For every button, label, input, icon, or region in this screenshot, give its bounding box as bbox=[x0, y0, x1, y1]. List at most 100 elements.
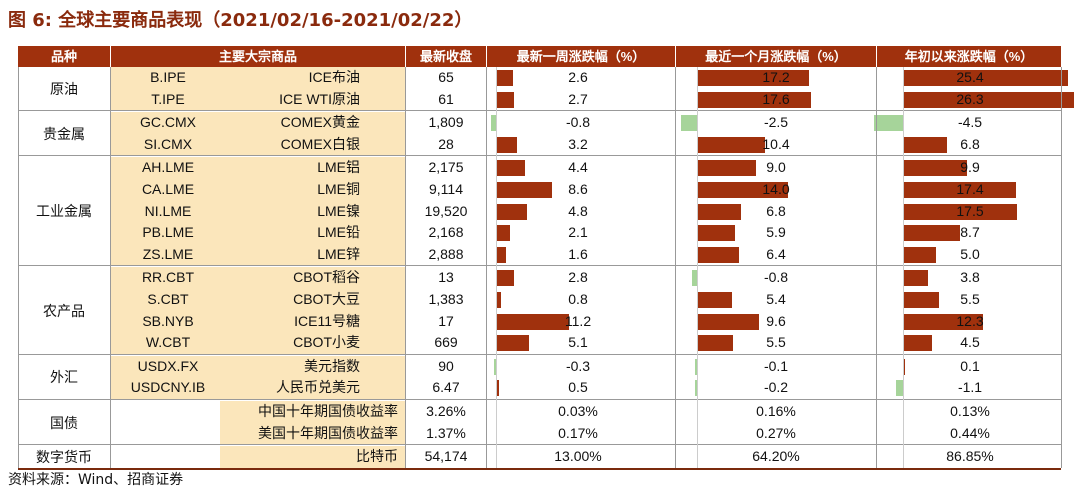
month-bar bbox=[697, 225, 736, 242]
ytd-bar bbox=[903, 246, 936, 263]
month-bar bbox=[697, 292, 733, 308]
ytd-bar bbox=[903, 160, 968, 177]
week-change: 2.6 bbox=[568, 69, 588, 85]
ytd-bar bbox=[903, 91, 1074, 108]
column-divider bbox=[1061, 67, 1062, 468]
ytd-change: 17.5 bbox=[956, 202, 984, 219]
group-label: 原油 bbox=[18, 67, 110, 111]
group-separator bbox=[18, 155, 1061, 157]
figure-title: 图 6: 全球主要商品表现（2021/02/16-2021/02/22） bbox=[8, 10, 473, 31]
header-close: 最新收盘 bbox=[406, 46, 486, 67]
week-change: 8.6 bbox=[568, 181, 588, 197]
commodity-code: AH.LME bbox=[141, 159, 195, 176]
ytd-change: 0.1 bbox=[960, 357, 980, 374]
source-note: 资料来源：Wind、招商证券 bbox=[8, 472, 184, 488]
ytd-change: 86.85% bbox=[946, 448, 994, 465]
close-value: 1,809 bbox=[428, 114, 464, 131]
month-change: 6.4 bbox=[766, 245, 786, 262]
ytd-change: 26.3 bbox=[956, 90, 984, 107]
month-change: 0.16% bbox=[756, 403, 796, 419]
group-label: 数字货币 bbox=[18, 446, 110, 468]
month-change: 5.9 bbox=[766, 224, 786, 241]
week-change: 2.7 bbox=[568, 90, 588, 107]
close-value: 3.26% bbox=[426, 403, 466, 419]
close-value: 9,114 bbox=[429, 181, 463, 197]
commodity-code: T.IPE bbox=[151, 90, 185, 107]
month-bar bbox=[697, 313, 760, 330]
month-bar bbox=[697, 203, 742, 220]
month-change: 0.27% bbox=[756, 424, 796, 441]
close-value: 1.37% bbox=[426, 424, 466, 441]
column-divider bbox=[675, 67, 676, 468]
ytd-bar bbox=[903, 270, 928, 287]
ytd-bar bbox=[903, 292, 939, 308]
commodity-code: S.CBT bbox=[147, 291, 189, 307]
commodity-name: 人民币兑美元 bbox=[276, 379, 360, 396]
month-change: 17.6 bbox=[762, 90, 790, 107]
group-label: 外汇 bbox=[18, 355, 110, 399]
commodity-code: W.CBT bbox=[145, 334, 191, 351]
month-bar bbox=[697, 335, 733, 352]
month-change: -0.2 bbox=[763, 379, 789, 396]
close-value: 90 bbox=[438, 357, 454, 374]
month-change: -2.5 bbox=[763, 114, 789, 131]
ytd-bar bbox=[895, 380, 903, 397]
week-bar bbox=[496, 335, 530, 352]
ytd-change: 9.9 bbox=[960, 159, 980, 176]
ytd-change: 5.5 bbox=[960, 291, 980, 307]
week-change: -0.8 bbox=[565, 114, 591, 131]
month-bar bbox=[695, 380, 697, 397]
month-bar bbox=[695, 358, 697, 375]
group-name-bg bbox=[111, 157, 405, 266]
week-bar bbox=[496, 91, 514, 108]
commodity-name: ICE布油 bbox=[308, 69, 360, 85]
group-name-bg bbox=[220, 446, 405, 468]
group-separator bbox=[18, 444, 1061, 446]
commodity-name: ICE WTI原油 bbox=[279, 90, 360, 107]
week-change: 4.8 bbox=[568, 202, 588, 219]
commodity-name: LME锌 bbox=[317, 245, 360, 262]
ytd-change: 0.44% bbox=[950, 424, 990, 441]
ytd-bar bbox=[903, 358, 905, 375]
month-change: 64.20% bbox=[752, 448, 800, 465]
commodity-name: 比特币 bbox=[356, 448, 398, 465]
group-name-bg bbox=[111, 112, 405, 156]
week-change: 0.03% bbox=[558, 403, 598, 419]
commodity-code: PB.LME bbox=[142, 224, 194, 241]
header-month: 最近一个月涨跌幅（%） bbox=[676, 46, 876, 67]
ytd-change: 12.3 bbox=[956, 312, 984, 329]
group-name-bg bbox=[220, 401, 405, 445]
month-change: 6.8 bbox=[766, 202, 786, 219]
header-category: 品种 bbox=[18, 46, 110, 67]
group-label: 贵金属 bbox=[18, 112, 110, 156]
close-value: 2,168 bbox=[428, 224, 464, 241]
header-week: 最新一周涨跌幅（%） bbox=[487, 46, 675, 67]
ytd-change: -4.5 bbox=[957, 114, 983, 131]
commodity-code: NI.LME bbox=[144, 202, 192, 219]
week-change: 0.17% bbox=[558, 424, 598, 441]
ytd-bar bbox=[903, 335, 933, 352]
month-bar bbox=[697, 182, 788, 198]
group-separator bbox=[18, 110, 1061, 112]
commodity-name: 中国十年期国债收益率 bbox=[258, 403, 398, 419]
week-bar bbox=[496, 160, 525, 177]
column-divider bbox=[486, 67, 487, 468]
commodity-code: USDCNY.IB bbox=[130, 379, 206, 396]
column-divider bbox=[110, 67, 111, 468]
week-change: 13.00% bbox=[554, 448, 602, 465]
ytd-bar bbox=[903, 136, 948, 153]
ytd-bar bbox=[903, 70, 1069, 86]
week-change: 2.8 bbox=[568, 269, 588, 286]
week-bar bbox=[496, 182, 552, 198]
close-value: 28 bbox=[438, 135, 454, 152]
header-commodity: 主要大宗商品 bbox=[111, 46, 405, 67]
week-bar bbox=[496, 270, 515, 287]
ytd-change: -1.1 bbox=[957, 379, 983, 396]
close-value: 2,175 bbox=[428, 159, 464, 176]
header-ytd: 年初以来涨跌幅（%） bbox=[877, 46, 1061, 67]
close-value: 61 bbox=[438, 90, 454, 107]
month-bar bbox=[697, 70, 809, 86]
month-bar bbox=[697, 160, 756, 177]
ytd-change: 17.4 bbox=[956, 181, 984, 197]
